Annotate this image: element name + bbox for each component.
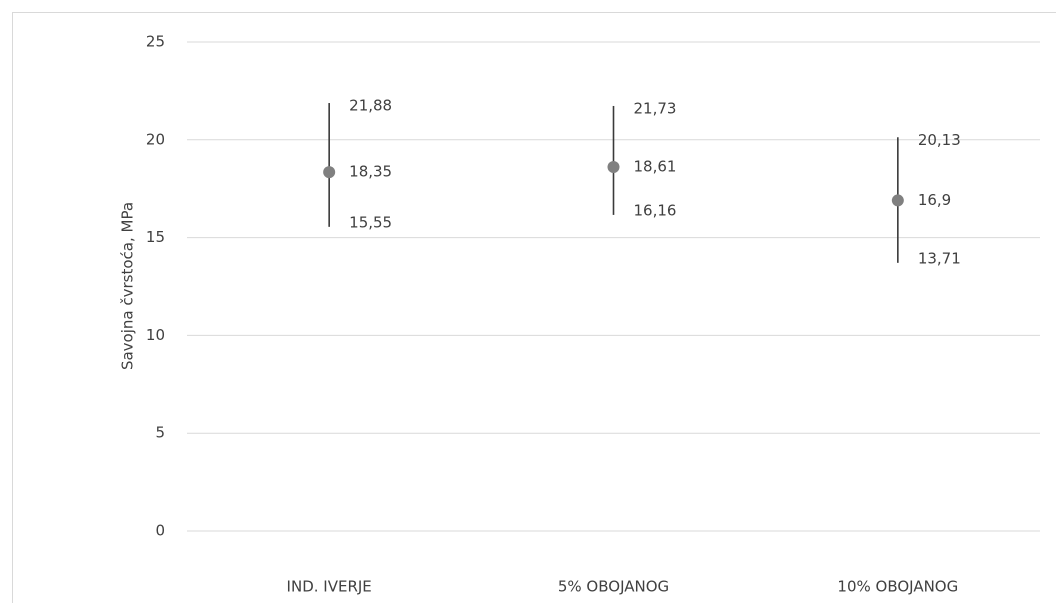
y-tick-label: 0 <box>155 522 165 540</box>
y-axis-label: Savojna čvrstoća, MPa <box>119 202 137 370</box>
x-tick-label: 10% OBOJANOG <box>837 578 958 596</box>
y-tick-label: 25 <box>146 33 165 51</box>
low-label: 16,16 <box>634 201 677 219</box>
mean-marker <box>323 166 336 179</box>
y-tick-label: 15 <box>146 228 165 246</box>
mean-label: 16,9 <box>918 191 951 209</box>
y-tick-label: 20 <box>146 130 165 148</box>
mean-marker <box>607 160 620 173</box>
chart-frame <box>12 12 1056 603</box>
low-label: 15,55 <box>349 213 392 231</box>
high-label: 20,13 <box>918 131 961 149</box>
y-tick-label: 5 <box>155 424 165 442</box>
mean-label: 18,35 <box>349 163 392 181</box>
high-label: 21,88 <box>349 97 392 115</box>
low-label: 13,71 <box>918 249 961 267</box>
x-tick-label: 5% OBOJANOG <box>558 578 669 596</box>
x-tick-label: IND. IVERJE <box>287 578 372 596</box>
high-label: 21,73 <box>634 99 677 117</box>
mean-marker <box>891 194 904 207</box>
mean-label: 18,61 <box>634 157 677 175</box>
y-tick-label: 10 <box>146 326 165 344</box>
